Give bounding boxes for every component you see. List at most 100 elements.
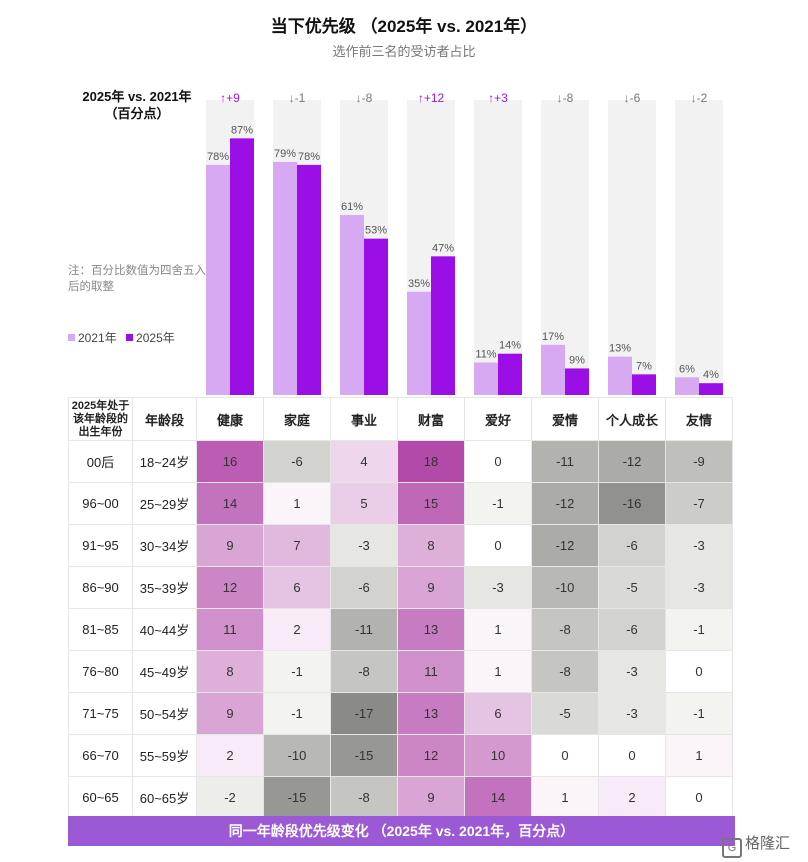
heatmap-cell: -6 [598,608,666,651]
heatmap-cell: 13 [397,608,465,651]
change-label: ↑+12 [418,91,445,105]
heatmap-cell: 2 [263,608,331,651]
bar-column-background [608,100,656,395]
heatmap-cell: -5 [598,566,666,609]
heatmap-cell: 10 [464,734,532,777]
heatmap-cell: -12 [531,482,599,525]
heatmap-cell: -6 [263,440,331,483]
bar-2025 [699,383,723,395]
heatmap-cell: 0 [531,734,599,777]
birth-year-label: 71~75 [68,692,133,735]
heatmap-cell: -12 [531,524,599,567]
bar-2025 [498,353,522,395]
legend: 2021年 2025年 [68,329,181,346]
birth-year-label: 91~95 [68,524,133,567]
age-group-label: 18~24岁 [132,440,197,483]
heatmap-cell: 12 [397,734,465,777]
change-heading-line1: 2025年 vs. 2021年 [82,89,192,104]
birth-year-label: 76~80 [68,650,133,693]
data-label-2025: 87% [231,124,253,136]
change-label: ↓-2 [691,91,708,105]
age-group-label: 30~34岁 [132,524,197,567]
heatmap-cell: 1 [464,608,532,651]
bar-2021 [541,344,565,395]
heatmap-cell: 8 [397,524,465,567]
bar-2025 [632,374,656,395]
heatmap-cell: 7 [263,524,331,567]
heatmap-column-header: 友情 [665,397,733,441]
brand-logo-icon: G [722,838,742,858]
legend-label-2021: 2021年 [78,331,117,345]
heatmap-row: 66~70 55~59岁 2 -10 -15 12 10 0 0 1 [68,734,733,777]
heatmap-header-row: 2025年处于该年龄段的出生年份 年龄段 健康 家庭 事业 财富 爱好 爱情 个人成长 友情 [68,397,733,441]
heatmap-cell: -11 [330,608,398,651]
heatmap-cell: 4 [330,440,398,483]
chart-subtitle: 选作前三名的受访者占比 [332,44,476,59]
heatmap-cell: 1 [531,776,599,819]
heatmap-cell: -7 [665,482,733,525]
birth-year-header: 2025年处于该年龄段的出生年份 [68,397,133,441]
heatmap-cell: 11 [196,608,264,651]
heatmap-cell: -3 [330,524,398,567]
heatmap-cell: -9 [665,440,733,483]
heatmap-cell: 2 [598,776,666,819]
age-group-label: 60~65岁 [132,776,197,819]
data-label-2021: 35% [408,278,430,290]
heatmap-row: 60~65 60~65岁 -2 -15 -8 9 14 1 2 0 [68,776,733,819]
bar-chart: ↑+978%87%↓-179% 78%↓-861%53%↑+1235%47%↑+3… [206,91,723,395]
heatmap-column-header: 事业 [330,397,398,441]
heatmap-caption: 同一年龄段优先级变化 （2025年 vs. 2021年，百分点） [68,816,735,846]
birth-year-label: 96~00 [68,482,133,525]
age-group-label: 45~49岁 [132,650,197,693]
bar-2021 [206,164,230,395]
heatmap-row: 96~00 25~29岁 14 1 5 15 -1 -12 -16 -7 [68,482,733,525]
data-label-2025: 4% [703,369,719,381]
heatmap-cell: -15 [263,776,331,819]
heatmap-row: 76~80 45~49岁 8 -1 -8 11 1 -8 -3 0 [68,650,733,693]
heatmap-column-header: 个人成长 [598,397,666,441]
data-label-2025: 9% [569,354,585,366]
change-label: ↓-6 [624,91,641,105]
bar-2025 [297,164,321,395]
heatmap-cell: 12 [196,566,264,609]
heatmap-cell: -5 [531,692,599,735]
heatmap-cell: -3 [665,524,733,567]
heatmap-row: 71~75 50~54岁 9 -1 -17 13 6 -5 -3 -1 [68,692,733,735]
heatmap-cell: 0 [598,734,666,777]
heatmap-cell: -3 [598,692,666,735]
heatmap-cell: 16 [196,440,264,483]
bar-2025 [230,138,254,395]
heatmap-cell: -11 [531,440,599,483]
heatmap-row: 81~85 40~44岁 11 2 -11 13 1 -8 -6 -1 [68,608,733,651]
legend-item-2021: 2021年 [68,331,120,345]
brand-watermark: G 格隆汇 [722,832,790,858]
heatmap-cell: -6 [330,566,398,609]
heatmap-cell: -2 [196,776,264,819]
heatmap-cell: 6 [263,566,331,609]
birth-year-label: 60~65 [68,776,133,819]
heatmap-cell: 8 [196,650,264,693]
heatmap-cell: -12 [598,440,666,483]
heatmap-cell: -17 [330,692,398,735]
bar-2021 [273,161,297,395]
heatmap-cell: 13 [397,692,465,735]
heatmap-column-header: 财富 [397,397,465,441]
change-label: ↓-8 [356,91,373,105]
bar-2021 [675,377,699,395]
heatmap-row: 91~95 30~34岁 9 7 -3 8 0 -12 -6 -3 [68,524,733,567]
heatmap-cell: 1 [464,650,532,693]
heatmap-cell: 6 [464,692,532,735]
change-label: ↓-1 [289,91,306,105]
heatmap-cell: 0 [665,776,733,819]
change-label: ↑+3 [488,91,508,105]
age-group-label: 50~54岁 [132,692,197,735]
bar-2025 [565,368,589,395]
data-label-2025: 14% [499,340,521,352]
heatmap-cell: -15 [330,734,398,777]
bar-2021 [407,291,431,395]
brand-text: 格隆汇 [745,835,791,852]
data-label-2021: 13% [609,343,631,355]
data-label-2021: 11% [475,349,496,361]
heatmap-cell: 9 [196,524,264,567]
heatmap-cell: 9 [196,692,264,735]
